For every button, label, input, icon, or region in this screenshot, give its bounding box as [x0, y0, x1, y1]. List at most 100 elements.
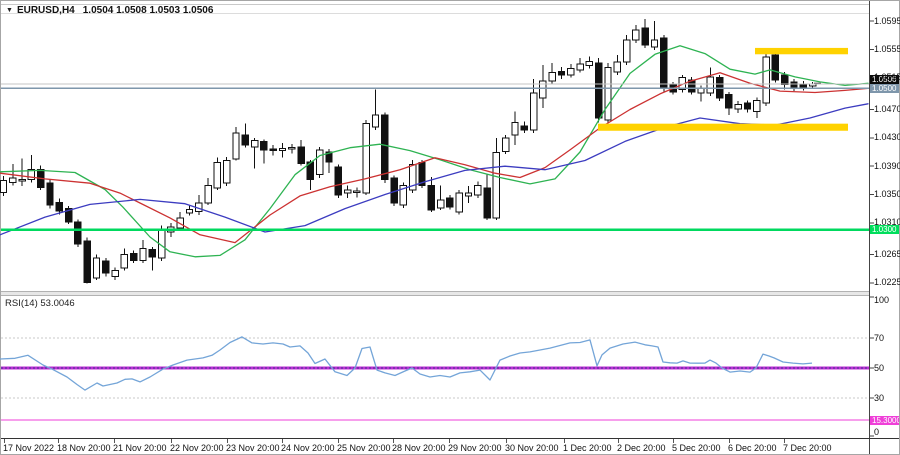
- price-tick-label: 1.0225: [874, 277, 900, 288]
- price-tick-label: 1.0430: [874, 132, 900, 143]
- candle-bullish: [632, 29, 640, 41]
- candle-bearish: [55, 201, 63, 212]
- candle-bullish: [111, 269, 119, 278]
- rsi-tick-label: 0: [874, 426, 880, 437]
- time-tick-label: 17 Nov 2022: [3, 443, 55, 453]
- time-tick-label: 30 Nov 20:00: [505, 443, 559, 453]
- candle-bullish: [585, 60, 594, 67]
- candle-bearish: [781, 74, 789, 86]
- candle-bullish: [567, 67, 575, 76]
- candle-bullish: [436, 199, 445, 209]
- price-tick-label: 1.0515: [874, 72, 900, 83]
- ohlc-readout: 1.0504 1.0508 1.0503 1.0506: [82, 5, 214, 16]
- candle-bullish: [223, 159, 231, 184]
- price-tick-label: 1.0350: [874, 188, 900, 199]
- symbol-dropdown-icon[interactable]: ▼: [6, 7, 13, 14]
- time-tick-label: 23 Nov 20:00: [226, 443, 280, 453]
- candle-bullish: [204, 184, 212, 204]
- candle-bullish: [27, 169, 36, 181]
- rsi-value: 53.0046: [40, 298, 75, 309]
- candle-bearish: [520, 125, 528, 131]
- candle-bullish: [529, 92, 538, 131]
- chart-title: ▼ EURUSD,H4 1.0504 1.0508 1.0503 1.0506: [6, 5, 213, 16]
- price-tick-label: 1.0595: [874, 15, 900, 26]
- fast-ma-green: [0, 45, 869, 258]
- candle-bullish: [343, 189, 352, 194]
- candle-bearish: [381, 114, 389, 181]
- candle-bullish: [371, 114, 380, 128]
- candle-bullish: [604, 67, 612, 121]
- candle-bullish: [250, 140, 259, 148]
- rsi-indicator-label: RSI(14) 53.0046: [5, 298, 75, 309]
- candle-bearish: [334, 166, 343, 196]
- rsi-hline-marker[interactable]: 15.3000: [870, 415, 899, 425]
- candle-bullish: [399, 184, 408, 206]
- candle-bearish: [641, 27, 649, 46]
- candle-bearish: [446, 197, 454, 208]
- candle-bullish: [176, 217, 184, 229]
- rsi-tick-label: 30: [874, 392, 885, 403]
- candle-bullish: [120, 254, 129, 269]
- rsi-name: RSI(14): [5, 298, 38, 309]
- candle-bullish: [502, 137, 510, 152]
- candle-bearish: [269, 148, 277, 152]
- candle-bullish: [213, 162, 222, 189]
- candle-bullish: [650, 39, 659, 48]
- time-tick-label: 24 Nov 20:00: [281, 443, 335, 453]
- candle-bullish: [18, 179, 26, 182]
- candle-bullish: [288, 147, 296, 150]
- candle-bearish: [557, 70, 566, 76]
- candle-bullish: [474, 184, 482, 196]
- support-zone[interactable]: [598, 123, 848, 131]
- price-tick-label: 1.0265: [874, 249, 900, 260]
- candle-bullish: [316, 149, 324, 176]
- candle-bearish: [260, 140, 268, 151]
- pane-splitter[interactable]: [1, 291, 869, 296]
- candle-bullish: [539, 80, 547, 99]
- time-tick-label: 6 Dec 20:00: [728, 443, 777, 453]
- candle-bearish: [790, 81, 798, 89]
- candle-bullish: [753, 99, 761, 113]
- time-tick-label: 18 Nov 20:00: [57, 443, 111, 453]
- candle-bullish: [362, 123, 370, 194]
- candle-bullish: [139, 247, 147, 261]
- candle-bullish: [697, 87, 705, 94]
- time-tick-label: 21 Nov 20:00: [113, 443, 167, 453]
- candle-bullish: [511, 121, 519, 136]
- candle-bearish: [297, 146, 305, 164]
- price-tick-label: 1.0390: [874, 160, 900, 171]
- candle-bearish: [241, 134, 250, 146]
- candle-bullish: [232, 132, 240, 160]
- candle-bullish: [0, 179, 8, 193]
- time-tick-label: 25 Nov 20:00: [337, 443, 391, 453]
- candle-bearish: [660, 37, 668, 89]
- candle-bearish: [64, 208, 73, 223]
- candle-bullish: [353, 190, 361, 193]
- candle-bearish: [688, 79, 696, 93]
- hline-1.0300-marker[interactable]: 1.0300: [870, 225, 899, 235]
- time-tick-label: 22 Nov 20:00: [170, 443, 224, 453]
- hline-1.0500-marker[interactable]: 1.0500: [870, 83, 899, 93]
- time-tick-label: 28 Nov 20:00: [392, 443, 446, 453]
- candle-bullish: [762, 56, 770, 104]
- time-tick-label: 1 Dec 20:00: [563, 443, 612, 453]
- candle-bearish: [46, 182, 54, 206]
- rsi-line: [0, 336, 813, 391]
- candle-bullish: [464, 192, 473, 197]
- candle-bearish: [427, 184, 436, 211]
- time-axis[interactable]: 17 Nov 2022 18 Nov 20:00 21 Nov 20:00 22 No…: [0, 441, 900, 455]
- candle-bullish: [278, 147, 287, 152]
- candle-bearish: [148, 249, 157, 258]
- candle-bullish: [492, 152, 501, 219]
- symbol-period-label: EURUSD,H4: [16, 5, 75, 16]
- candle-bullish: [622, 39, 631, 63]
- resistance-zone[interactable]: [755, 47, 848, 55]
- candle-bearish: [130, 252, 138, 261]
- candle-bearish: [771, 54, 780, 81]
- candle-bullish: [613, 61, 621, 73]
- candle-bearish: [74, 221, 82, 245]
- candle-bullish: [185, 208, 194, 214]
- candle-bearish: [483, 187, 491, 219]
- candle-bearish: [595, 62, 603, 119]
